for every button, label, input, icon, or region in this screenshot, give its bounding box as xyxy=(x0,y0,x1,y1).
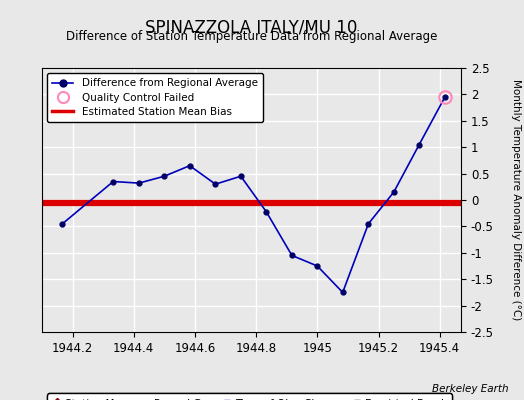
Y-axis label: Monthly Temperature Anomaly Difference (°C): Monthly Temperature Anomaly Difference (… xyxy=(510,79,520,321)
Text: Difference of Station Temperature Data from Regional Average: Difference of Station Temperature Data f… xyxy=(66,30,437,43)
Legend: Station Move, Record Gap, Time of Obs. Change, Empirical Break: Station Move, Record Gap, Time of Obs. C… xyxy=(47,394,452,400)
Text: SPINAZZOLA ITALY/MU 10: SPINAZZOLA ITALY/MU 10 xyxy=(145,18,358,36)
Text: Berkeley Earth: Berkeley Earth xyxy=(432,384,508,394)
